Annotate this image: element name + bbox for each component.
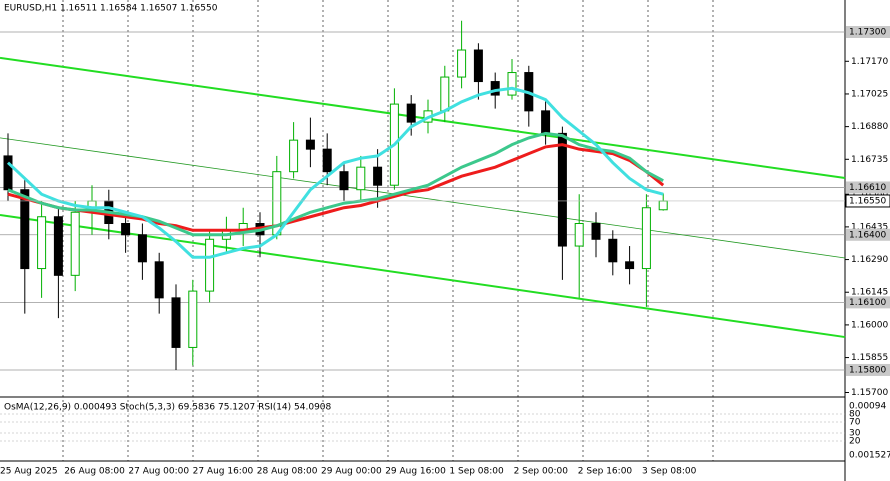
y-tick-label: 1.16000 (851, 320, 888, 330)
level-label: 1.16100 (849, 298, 886, 308)
candle-body (574, 223, 584, 247)
x-tick-label: 1 Sep 08:00 (449, 467, 504, 477)
level-label: 1.17300 (849, 27, 886, 37)
candle-body (305, 139, 315, 150)
y-tick-label: 1.15700 (851, 388, 888, 398)
moving-average (7, 143, 665, 232)
level-tag (846, 296, 890, 309)
candle-body (53, 216, 63, 276)
level-tag (846, 25, 890, 38)
candle-body (658, 200, 668, 211)
y-tick-label: 1.16735 (851, 155, 888, 165)
candle-body (356, 166, 366, 191)
moving-average (6, 86, 664, 259)
osc-axis-label: 80 (849, 410, 861, 420)
candle-body (608, 238, 618, 263)
candle-body (406, 103, 416, 123)
candle-body (339, 171, 349, 191)
level-tag (846, 181, 890, 194)
oscillator-title: OsMA(12,26,9) 0.000493 Stoch(5,3,3) 69.5… (4, 403, 332, 413)
candle-body (70, 211, 80, 276)
osc-axis-label: 20 (849, 437, 861, 447)
candle-body (3, 155, 13, 191)
candle-body (490, 81, 500, 96)
candle-body (373, 166, 383, 186)
candle-body (641, 207, 651, 270)
moving-average (7, 131, 664, 237)
y-tick-label: 1.17025 (851, 89, 888, 99)
y-tick-label: 1.16435 (851, 222, 888, 232)
x-tick-label: 27 Aug 16:00 (193, 467, 254, 477)
current-price-tag (845, 194, 890, 208)
candle-body (507, 72, 517, 96)
candle-body (473, 49, 483, 83)
candle-body (171, 297, 181, 348)
candle-body (541, 110, 551, 134)
x-tick-label: 28 Aug 08:00 (257, 467, 318, 477)
osc-axis-label: 30 (849, 429, 861, 439)
candle-body (188, 290, 198, 348)
x-tick-label: 27 Aug 00:00 (128, 467, 189, 477)
x-tick-label: 29 Aug 00:00 (321, 467, 382, 477)
candle-body (457, 49, 467, 78)
x-tick-label: 3 Sep 08:00 (642, 467, 697, 477)
current-price-label: 1.16550 (849, 196, 886, 206)
candle-body (625, 261, 635, 270)
candle-body (591, 223, 601, 240)
candle-body (205, 238, 215, 292)
y-tick-label: 1.16880 (851, 122, 888, 132)
y-tick-label: 1.15855 (851, 353, 888, 363)
level-label: 1.16400 (849, 230, 886, 240)
level-tag (846, 363, 890, 376)
osc-axis-label: 0.001527 (849, 451, 890, 461)
y-tick-label: 1.16290 (851, 255, 888, 265)
candle-body (322, 148, 332, 173)
channel-line (0, 56, 846, 179)
y-tick-label: 1.17170 (851, 57, 888, 67)
candle-body (557, 132, 567, 247)
candle-body (440, 76, 450, 112)
x-tick-label: 26 Aug 08:00 (64, 467, 125, 477)
candle-body (289, 139, 299, 173)
level-label: 1.16610 (849, 183, 886, 193)
candle-body (20, 189, 30, 270)
osc-axis-label: 70 (849, 418, 861, 428)
candle-body (137, 234, 147, 263)
x-tick-label: 2 Sep 16:00 (578, 467, 633, 477)
x-tick-label: 29 Aug 16:00 (385, 467, 446, 477)
y-tick-label: 1.16145 (851, 288, 888, 298)
osc-axis-label: 0.00094 (849, 402, 886, 412)
channel-line (0, 137, 846, 259)
candle-body (37, 216, 47, 270)
x-tick-label: 2 Sep 00:00 (514, 467, 569, 477)
level-tag (846, 228, 890, 241)
x-tick-label: 25 Aug 2025 (0, 467, 58, 477)
candle-body (154, 261, 164, 299)
candle-body (121, 223, 131, 236)
chart-title: EURUSD,H1 1.16511 1.16584 1.16507 1.1655… (4, 4, 218, 14)
level-label: 1.15800 (849, 365, 886, 375)
